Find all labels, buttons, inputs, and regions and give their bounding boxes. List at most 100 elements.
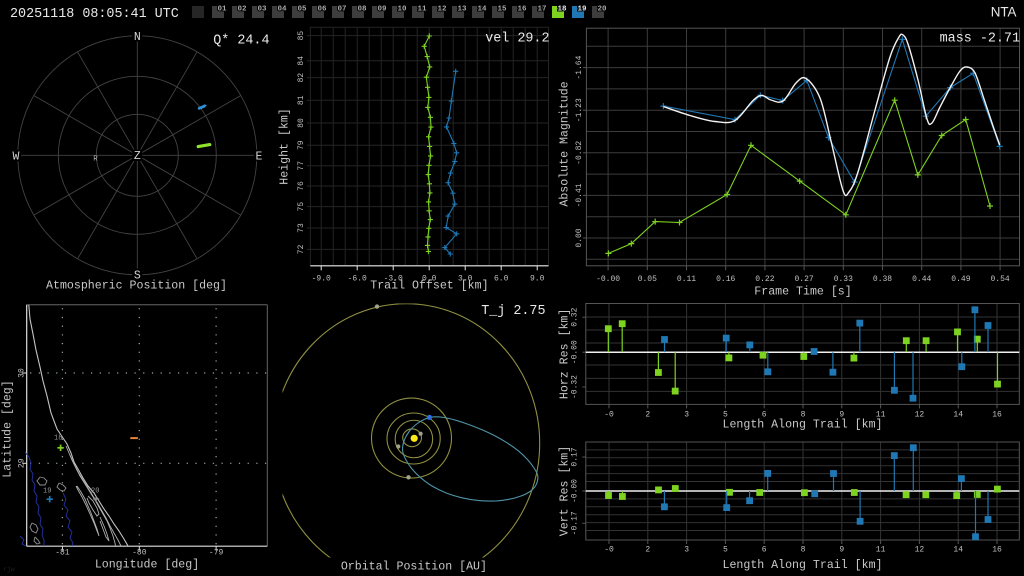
svg-text:81: 81 <box>297 95 306 105</box>
svg-text:80: 80 <box>297 118 306 128</box>
svg-text:0.38: 0.38 <box>873 275 892 284</box>
svg-text:15: 15 <box>497 6 507 14</box>
svg-text:01: 01 <box>217 6 227 14</box>
svg-text:79: 79 <box>297 140 306 150</box>
svg-text:29: 29 <box>18 458 27 468</box>
svg-text:16: 16 <box>517 6 527 14</box>
svg-text:76: 76 <box>297 181 306 191</box>
svg-text:73: 73 <box>297 223 306 233</box>
svg-text:16: 16 <box>992 411 1002 420</box>
svg-text:06: 06 <box>317 6 327 14</box>
svg-text:T_j 2.75: T_j 2.75 <box>481 304 545 319</box>
svg-text:-0.41: -0.41 <box>575 183 584 207</box>
svg-text:0.33: 0.33 <box>834 275 853 284</box>
svg-text:20: 20 <box>597 6 607 14</box>
svg-text:Frame Time [s]: Frame Time [s] <box>754 286 851 299</box>
svg-text:85: 85 <box>297 31 306 41</box>
svg-text:E: E <box>256 150 263 163</box>
svg-text:17: 17 <box>537 6 546 14</box>
svg-text:Absolute Magnitude: Absolute Magnitude <box>559 81 572 206</box>
svg-text:5: 5 <box>723 546 728 555</box>
svg-text:6: 6 <box>762 546 767 555</box>
svg-text:75: 75 <box>297 202 306 212</box>
svg-text:3: 3 <box>684 546 689 555</box>
svg-text:0.22: 0.22 <box>755 275 774 284</box>
svg-text:0.0: 0.0 <box>422 274 437 283</box>
svg-text:14: 14 <box>477 6 487 14</box>
svg-text:-79: -79 <box>209 548 224 557</box>
svg-text:02: 02 <box>237 6 247 14</box>
svg-text:-0.82: -0.82 <box>575 141 584 165</box>
svg-text:03: 03 <box>257 6 267 14</box>
svg-text:-0.00: -0.00 <box>596 275 620 284</box>
svg-text:0.00: 0.00 <box>575 228 584 247</box>
svg-text:S: S <box>134 269 141 282</box>
svg-text:R: R <box>93 156 98 164</box>
svg-text:20: 20 <box>91 488 99 496</box>
svg-text:13: 13 <box>457 6 467 14</box>
svg-text:5: 5 <box>723 411 728 420</box>
svg-text:NTA: NTA <box>991 5 1017 20</box>
svg-text:-6.0: -6.0 <box>348 274 367 283</box>
svg-text:09: 09 <box>377 6 387 14</box>
svg-text:Trail Offset [km]: Trail Offset [km] <box>370 280 488 293</box>
svg-text:11: 11 <box>417 6 427 14</box>
svg-text:Latitude [deg]: Latitude [deg] <box>2 380 15 477</box>
svg-text:2: 2 <box>645 411 650 420</box>
svg-text:3.0: 3.0 <box>458 274 473 283</box>
svg-text:-0.32: -0.32 <box>571 375 580 399</box>
svg-text:16: 16 <box>992 546 1002 555</box>
svg-text:-9.0: -9.0 <box>312 274 331 283</box>
svg-text:0.17: 0.17 <box>571 447 580 466</box>
svg-text:8: 8 <box>801 411 806 420</box>
svg-text:Length Along Trail [km]: Length Along Trail [km] <box>722 419 882 432</box>
svg-text:10: 10 <box>397 6 407 14</box>
svg-text:Q* 24.4: Q* 24.4 <box>213 34 269 49</box>
svg-text:11: 11 <box>876 411 886 420</box>
svg-text:9: 9 <box>839 411 844 420</box>
svg-text:77: 77 <box>297 161 306 171</box>
svg-text:82: 82 <box>297 73 306 83</box>
svg-text:N: N <box>134 31 141 44</box>
svg-text:-3.0: -3.0 <box>384 274 403 283</box>
svg-text:Longitude [deg]: Longitude [deg] <box>95 559 199 572</box>
svg-text:0.49: 0.49 <box>951 275 970 284</box>
svg-text:-1.23: -1.23 <box>575 98 584 122</box>
svg-text:Vert Res [km]: Vert Res [km] <box>559 446 572 536</box>
svg-text:-81: -81 <box>55 548 70 557</box>
svg-text:04: 04 <box>277 6 287 14</box>
svg-text:20251118 08:05:41 UTC: 20251118 08:05:41 UTC <box>10 7 179 22</box>
svg-text:0.11: 0.11 <box>677 275 696 284</box>
svg-text:vel 29.2: vel 29.2 <box>485 32 549 47</box>
svg-text:08: 08 <box>357 6 367 14</box>
svg-text:12: 12 <box>437 6 447 14</box>
svg-text:12: 12 <box>915 411 925 420</box>
svg-text:18: 18 <box>54 435 62 443</box>
svg-text:Atmospheric Position [deg]: Atmospheric Position [deg] <box>46 280 227 293</box>
svg-text:mass -2.71: mass -2.71 <box>940 32 1020 47</box>
svg-text:30: 30 <box>18 368 27 378</box>
svg-text:05: 05 <box>297 6 307 14</box>
svg-text:-0.17: -0.17 <box>571 511 580 535</box>
svg-text:14: 14 <box>953 411 963 420</box>
svg-text:W: W <box>13 150 20 163</box>
svg-text:0.44: 0.44 <box>912 275 931 284</box>
svg-text:12: 12 <box>915 546 925 555</box>
svg-text:0.32: 0.32 <box>571 307 580 326</box>
svg-text:0.27: 0.27 <box>794 275 813 284</box>
svg-text:11: 11 <box>876 546 886 555</box>
svg-text:-0.00: -0.00 <box>571 340 580 364</box>
svg-text:-0: -0 <box>604 411 614 420</box>
svg-text:Orbital Position [AU]: Orbital Position [AU] <box>341 561 487 574</box>
svg-text:-0: -0 <box>604 546 614 555</box>
svg-text:19: 19 <box>43 488 51 496</box>
svg-text:2: 2 <box>645 546 650 555</box>
svg-text:6.0: 6.0 <box>494 274 509 283</box>
svg-text:Length Along Trail [km]: Length Along Trail [km] <box>722 559 882 572</box>
svg-text:6: 6 <box>762 411 767 420</box>
svg-text:9: 9 <box>839 546 844 555</box>
svg-text:72: 72 <box>297 244 306 254</box>
svg-text:-80: -80 <box>132 548 147 557</box>
svg-text:8: 8 <box>801 546 806 555</box>
svg-text:07: 07 <box>337 6 346 14</box>
